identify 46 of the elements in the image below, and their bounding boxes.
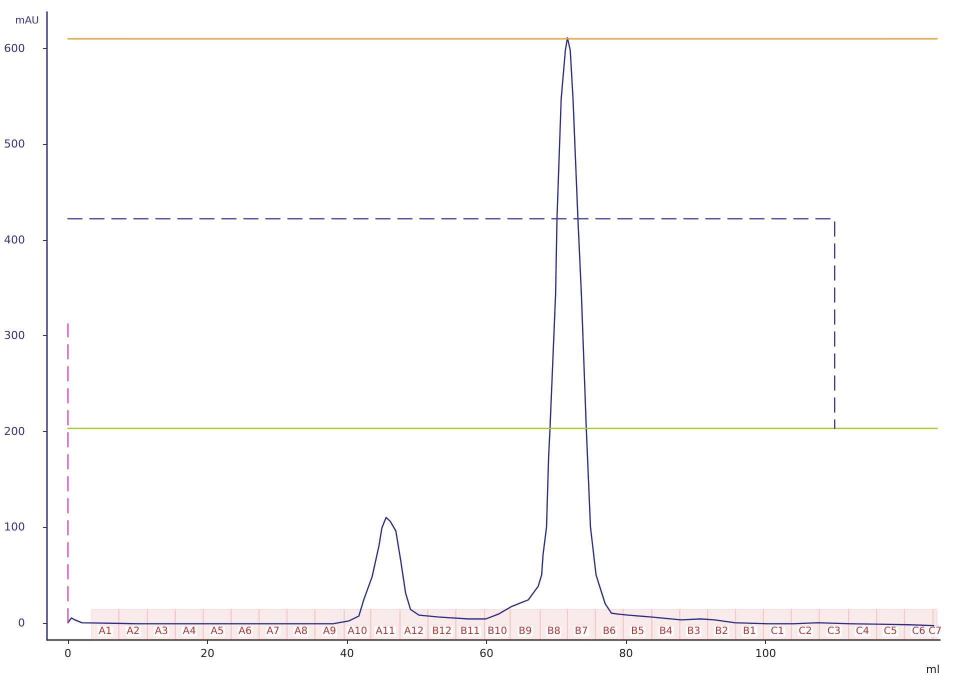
y-tick-label: 200 (4, 424, 25, 438)
band-label: B4 (659, 626, 672, 637)
band-label: C7 (928, 626, 942, 637)
x-tick-label: 100 (755, 647, 776, 660)
band-label: A12 (404, 626, 424, 637)
x-tick-label: 40 (340, 647, 354, 660)
band-label: A4 (182, 626, 196, 637)
x-tick-label: 0 (64, 647, 72, 660)
band-label: B12 (432, 626, 452, 637)
y-tick-label: 300 (4, 329, 25, 342)
y-tick-label: 600 (4, 42, 25, 55)
band-label: A5 (210, 626, 224, 637)
band-label: A11 (376, 626, 396, 637)
band-label: C5 (884, 626, 898, 637)
band-label: C3 (827, 626, 841, 637)
y-tick-label: 0 (18, 616, 25, 630)
band-label: B3 (687, 626, 700, 637)
x-tick-label: 20 (200, 647, 214, 660)
band-label: A6 (238, 626, 252, 637)
band-label: B9 (518, 626, 532, 637)
x-axis-title: ml (926, 663, 940, 675)
band-label: B10 (488, 626, 508, 637)
band-label: B8 (547, 626, 560, 637)
band-label: C6 (912, 626, 926, 637)
band-label: C4 (856, 626, 870, 637)
y-axis-title: mAU (15, 16, 39, 26)
band-label: A2 (126, 626, 140, 637)
band-label: B5 (630, 626, 644, 637)
y-tick-label: 500 (4, 138, 25, 151)
y-tick-label: 100 (4, 520, 25, 534)
band-label: B2 (715, 626, 728, 637)
band-label: B11 (460, 626, 480, 637)
band-label: B7 (574, 626, 588, 637)
band-label: A9 (322, 626, 336, 637)
band-label: B6 (602, 626, 616, 637)
band-label: A7 (266, 626, 280, 637)
band-label: A8 (294, 626, 308, 637)
y-tick-label: 400 (4, 233, 25, 246)
band-label: A1 (98, 626, 112, 637)
band-label: A3 (154, 626, 168, 637)
band-label: C1 (770, 626, 784, 637)
x-tick-label: 80 (619, 647, 634, 660)
band-label: C2 (798, 626, 812, 637)
band-label: B1 (742, 626, 756, 637)
x-tick-label: 60 (480, 647, 494, 660)
band-label: A10 (348, 626, 368, 637)
